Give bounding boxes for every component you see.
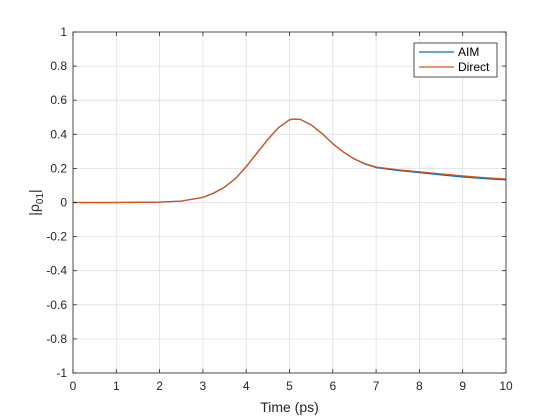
y-axis-label-subscript: 01 xyxy=(35,193,46,205)
y-tick-label: 0.6 xyxy=(50,93,67,107)
y-axis-label-main: |ρ xyxy=(26,204,42,216)
x-tick-label: 10 xyxy=(499,379,513,393)
y-axis-label: |ρ01| xyxy=(26,189,46,215)
tick-marks xyxy=(72,31,507,374)
x-tick-label: 4 xyxy=(243,379,250,393)
legend-label: AIM xyxy=(458,45,479,59)
y-axis-label-end: | xyxy=(26,189,42,193)
x-tick-label: 9 xyxy=(459,379,466,393)
y-tick-label: 0.2 xyxy=(50,161,67,175)
y-tick-label: -1 xyxy=(56,366,67,380)
x-tick-label: 7 xyxy=(373,379,380,393)
x-tick-label: 3 xyxy=(200,379,207,393)
x-tick-label: 0 xyxy=(70,379,77,393)
x-tick-label: 1 xyxy=(113,379,120,393)
y-tick-label: 0 xyxy=(60,196,67,210)
y-tick-label: -0.8 xyxy=(46,332,67,346)
y-tick-label: -0.6 xyxy=(46,298,67,312)
x-tick-label: 5 xyxy=(286,379,293,393)
y-tick-labels: -1 -0.8 -0.6 -0.4 -0.2 0 0.2 0.4 0.6 0.8 1 xyxy=(46,25,67,380)
legend-box xyxy=(413,42,498,78)
y-tick-label: 1 xyxy=(60,25,67,39)
x-axis-label: Time (ps) xyxy=(260,399,319,415)
legend-label: Direct xyxy=(458,60,490,74)
y-tick-label: 0.8 xyxy=(50,59,67,73)
series-line-direct xyxy=(73,118,507,204)
x-tick-labels: 0 1 2 3 4 5 6 7 8 9 10 xyxy=(70,379,513,393)
y-tick-label: 0.4 xyxy=(50,127,67,141)
y-tick-label: -0.2 xyxy=(46,230,67,244)
x-tick-label: 2 xyxy=(156,379,163,393)
series-group xyxy=(73,118,507,204)
y-tick-label: -0.4 xyxy=(46,264,67,278)
x-tick-label: 6 xyxy=(329,379,336,393)
x-tick-label: 8 xyxy=(416,379,423,393)
